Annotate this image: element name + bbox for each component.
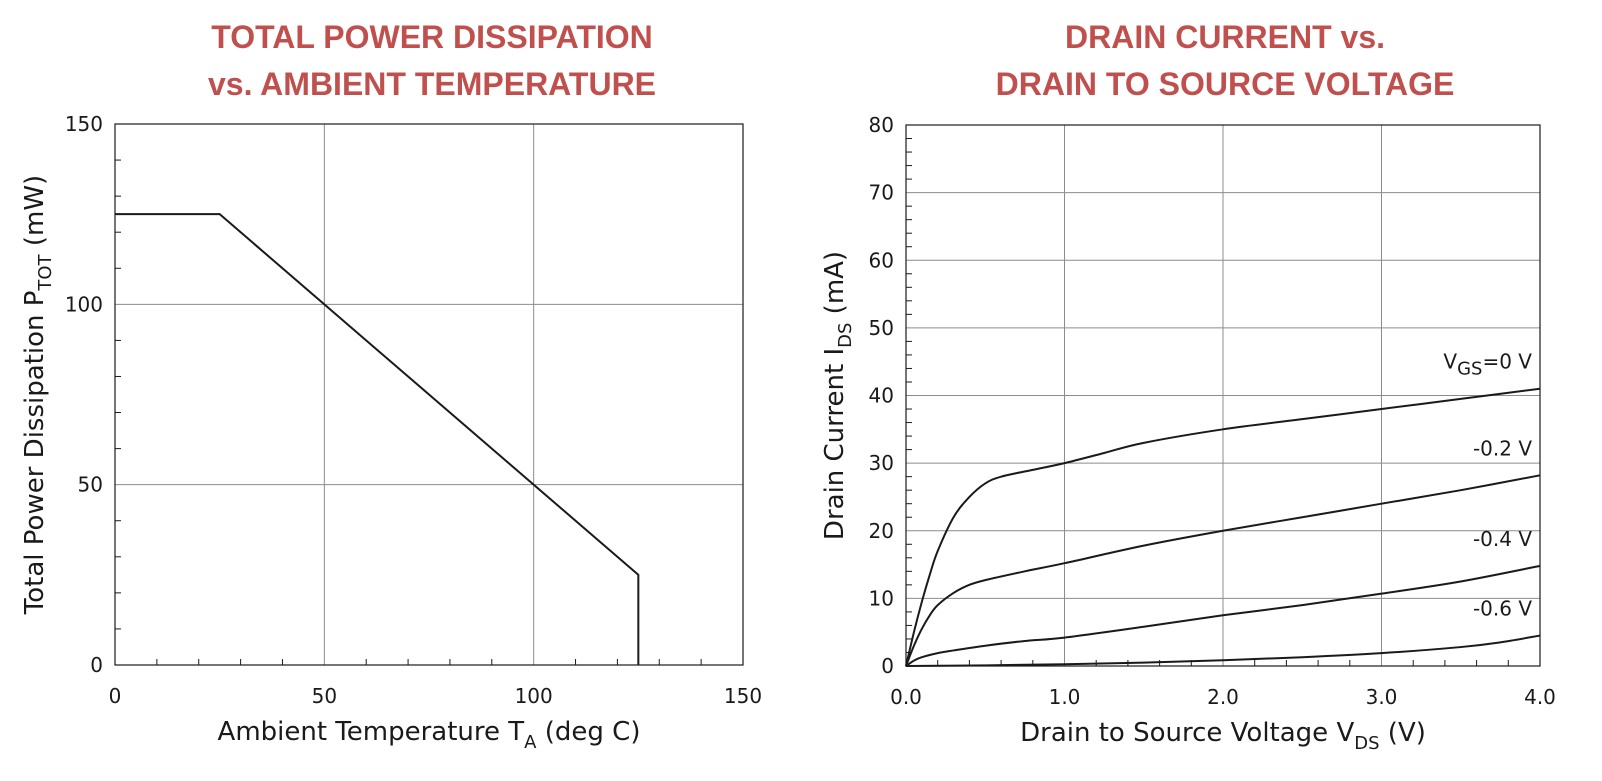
y-axis-label: Total Power Dissipation PTOT (mW)	[20, 175, 56, 615]
series-line	[905, 474, 1541, 667]
x-tick-label: 3.0	[1366, 685, 1398, 709]
y-tick-label: 80	[869, 113, 894, 137]
y-tick-label: 40	[869, 384, 894, 408]
y-tick-label: 50	[78, 473, 103, 497]
chart-title: TOTAL POWER DISSIPATION vs. AMBIENT TEMP…	[117, 14, 747, 108]
series-label: -0.2 V	[1473, 436, 1532, 460]
y-tick-label: 60	[869, 248, 894, 272]
series-label: VGS=0 V	[1443, 350, 1532, 380]
x-tick-label: 2.0	[1207, 685, 1239, 709]
chart-title-line-1: TOTAL POWER DISSIPATION	[211, 19, 653, 55]
chart-title: DRAIN CURRENT vs. DRAIN TO SOURCE VOLTAG…	[905, 14, 1545, 108]
x-axis-label: Drain to Source Voltage VDS (V)	[1020, 718, 1426, 754]
y-tick-label: 30	[869, 451, 894, 475]
x-tick-label: 0	[109, 684, 122, 708]
series-label: -0.6 V	[1473, 597, 1532, 621]
x-tick-label: 50	[312, 684, 337, 708]
y-tick-label: 20	[869, 519, 894, 543]
y-tick-label: 10	[869, 586, 894, 610]
series-line	[905, 387, 1541, 667]
x-tick-label: 0.0	[890, 685, 922, 709]
x-tick-label: 4.0	[1524, 685, 1556, 709]
drain-current-chart: DRAIN CURRENT vs. DRAIN TO SOURCE VOLTAG…	[800, 0, 1602, 781]
series-line	[115, 213, 640, 665]
x-tick-label: 100	[515, 684, 553, 708]
power-dissipation-plot: 0 50 100 150 0 50 100 150 Ambient Temperature TA…	[20, 112, 762, 753]
x-axis-label: Ambient Temperature TA (deg C)	[218, 717, 641, 753]
chart-title-line-2: vs. AMBIENT TEMPERATURE	[207, 66, 657, 102]
y-tick-label: 50	[869, 316, 894, 340]
y-tick-label: 0	[90, 653, 103, 677]
series-label: -0.4 V	[1473, 527, 1532, 551]
y-tick-label: 70	[869, 181, 894, 205]
power-dissipation-chart: TOTAL POWER DISSIPATION vs. AMBIENT TEMP…	[0, 0, 800, 781]
y-tick-label: 0	[881, 654, 894, 678]
y-tick-label: 100	[65, 292, 103, 316]
x-tick-label: 150	[724, 684, 762, 708]
plot-frame	[905, 124, 1541, 667]
y-tick-label: 150	[65, 112, 103, 136]
series-line	[905, 634, 1541, 667]
minor-ticks	[115, 159, 702, 665]
chart-title-line-1: DRAIN CURRENT vs.	[1064, 19, 1386, 55]
minor-ticks	[906, 138, 1509, 666]
y-axis-label: Drain Current IDS (mA)	[820, 251, 856, 540]
chart-title-line-2: DRAIN TO SOURCE VOLTAGE	[995, 66, 1455, 102]
x-tick-label: 1.0	[1049, 685, 1081, 709]
plot-frame	[114, 123, 744, 666]
series-line	[905, 564, 1541, 667]
drain-current-plot: 0.0 1.0 2.0 3.0 4.0 0 10 20 30 40 50 60 70 80 Drain to…	[820, 113, 1556, 754]
